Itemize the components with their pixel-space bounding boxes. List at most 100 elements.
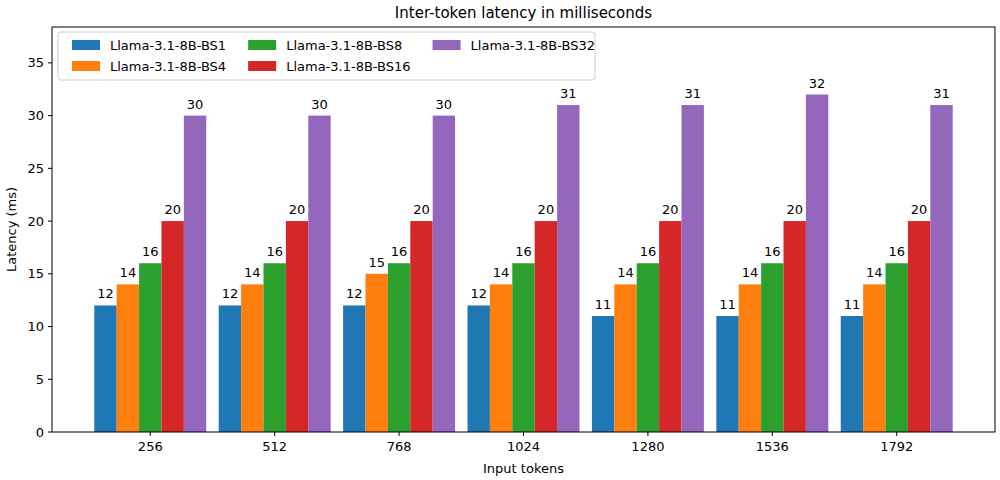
data-label: 14 [617,265,634,280]
bar [139,263,161,432]
legend-label: Llama-3.1-8B-BS16 [286,59,410,74]
bar [512,263,534,432]
data-label: 16 [142,244,159,259]
data-label: 31 [933,86,950,101]
data-label: 30 [311,97,328,112]
y-tick [48,62,52,63]
x-tick [150,432,151,436]
bar [490,284,512,432]
data-label: 20 [786,202,803,217]
legend: Llama-3.1-8B-BS1Llama-3.1-8B-BS4Llama-3.… [58,32,595,80]
bar [117,284,139,432]
x-tick [274,432,275,436]
data-label: 20 [413,202,430,217]
bar [930,105,952,432]
bar [184,116,206,432]
x-axis-label: Input tokens [483,461,564,476]
y-axis: 05101520253035 [27,55,52,439]
data-label: 31 [560,86,577,101]
chart: 1212121211111114141514141414161616161616… [0,0,1000,480]
x-tick-label: 256 [138,439,163,454]
bar [343,305,365,432]
data-label: 11 [844,297,861,312]
y-tick-label: 25 [27,161,44,176]
bar [784,221,806,432]
y-tick-label: 35 [27,55,44,70]
y-tick-label: 30 [27,108,44,123]
bar [161,221,183,432]
data-label: 14 [493,265,510,280]
legend-label: Llama-3.1-8B-BS1 [110,38,226,53]
x-tick [399,432,400,436]
y-tick [48,379,52,380]
bar [592,316,614,432]
bar [388,263,410,432]
y-tick [48,221,52,222]
data-label: 12 [470,286,487,301]
y-tick-label: 0 [36,425,44,440]
data-label: 16 [515,244,532,259]
data-label: 20 [538,202,555,217]
legend-swatch [72,61,100,71]
data-label: 31 [684,86,701,101]
bar [761,263,783,432]
bar [433,116,455,432]
y-tick-label: 5 [36,372,44,387]
y-tick [48,115,52,116]
bar [535,221,557,432]
bar [241,284,263,432]
data-label: 12 [97,286,114,301]
data-label: 16 [391,244,408,259]
data-label: 14 [120,265,137,280]
data-label: 16 [266,244,283,259]
legend-swatch [72,40,100,50]
y-tick [48,168,52,169]
data-label: 11 [595,297,612,312]
data-label: 20 [911,202,928,217]
data-label: 11 [719,297,736,312]
legend-box [58,32,595,80]
bar [806,95,828,433]
bars [94,95,952,433]
bar [94,305,116,432]
data-label: 20 [662,202,679,217]
bar [908,221,930,432]
bar [468,305,490,432]
y-tick [48,432,52,433]
data-labels: 1212121211111114141514141414161616161616… [97,76,950,312]
legend-swatch [248,61,276,71]
data-label: 16 [640,244,657,259]
data-label: 20 [289,202,306,217]
data-label: 20 [164,202,181,217]
y-tick [48,273,52,274]
data-label: 30 [187,97,204,112]
data-label: 12 [222,286,239,301]
plot-frame [52,27,995,432]
x-tick [647,432,648,436]
data-label: 16 [764,244,781,259]
x-tick-label: 1024 [507,439,540,454]
legend-swatch [248,40,276,50]
data-label: 16 [888,244,905,259]
x-axis: 2565127681024128015361792 [138,432,913,454]
bar [366,274,388,432]
y-tick-label: 15 [27,266,44,281]
data-label: 32 [809,76,826,91]
bar [841,316,863,432]
bar [614,284,636,432]
legend-swatch [433,40,461,50]
data-label: 15 [368,255,385,270]
y-tick-label: 10 [27,319,44,334]
x-tick-label: 1792 [880,439,913,454]
y-axis-label: Latency (ms) [4,187,19,272]
data-label: 12 [346,286,363,301]
background [0,0,1000,480]
data-label: 30 [436,97,453,112]
title: Inter-token latency in milliseconds [395,4,652,22]
x-tick [896,432,897,436]
legend-label: Llama-3.1-8B-BS8 [286,38,402,53]
x-tick [772,432,773,436]
data-label: 14 [742,265,759,280]
bar [659,221,681,432]
bar [263,263,285,432]
